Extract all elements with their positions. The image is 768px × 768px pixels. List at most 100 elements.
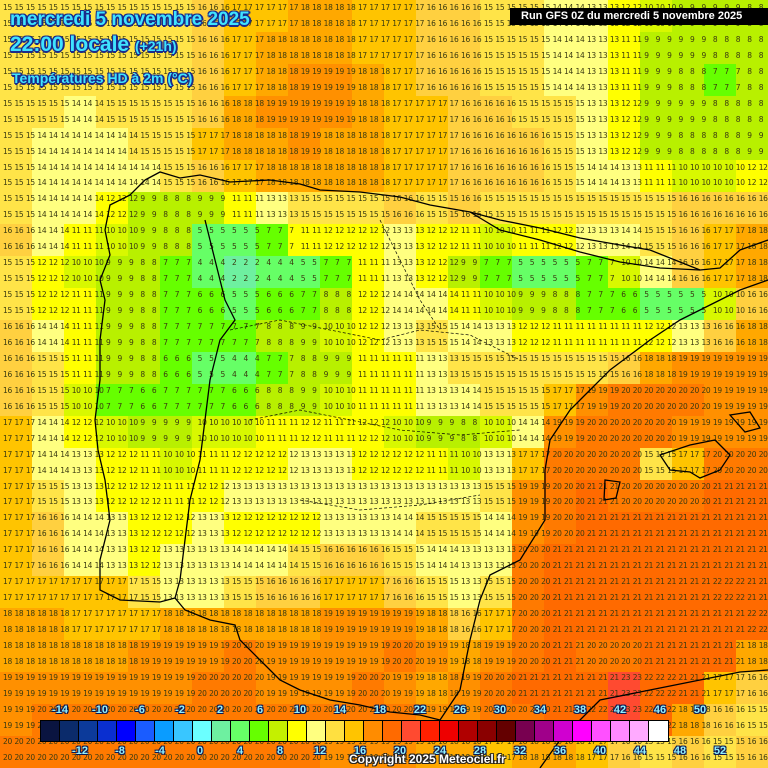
temperature-value: 8 <box>163 194 168 204</box>
temperature-value: 5 <box>312 258 317 268</box>
temperature-value: 17 <box>690 449 699 459</box>
temperature-value: 9 <box>117 369 123 379</box>
temperature-value: 18 <box>335 146 344 156</box>
temperature-value: 7 <box>186 274 191 284</box>
temperature-cell <box>64 192 96 224</box>
temperature-value: 19 <box>403 625 413 635</box>
temperature-value: 20 <box>690 481 699 491</box>
temperature-value: 20 <box>644 433 654 443</box>
temperature-value: 16 <box>48 529 58 539</box>
temperature-value: 12 <box>300 529 310 539</box>
temperature-value: 13 <box>392 226 402 236</box>
temperature-value: 17 <box>392 82 402 92</box>
temperature-cell <box>32 64 64 96</box>
legend-swatch <box>212 721 231 741</box>
temperature-value: 13 <box>609 114 619 124</box>
temperature-value: 17 <box>3 577 12 587</box>
temperature-value: 12 <box>60 274 70 284</box>
temperature-value: 7 <box>495 258 500 268</box>
temperature-value: 13 <box>461 481 470 491</box>
temperature-value: 13 <box>403 242 413 252</box>
temperature-value: 14 <box>94 130 104 140</box>
temperature-value: 17 <box>449 114 459 124</box>
temperature-value: 15 <box>598 353 608 363</box>
temperature-value: 11 <box>415 401 425 411</box>
temperature-value: 15 <box>335 194 344 204</box>
temperature-value: 10 <box>392 433 402 443</box>
legend-label-top: 46 <box>653 704 667 716</box>
temperature-value: 14 <box>60 242 70 252</box>
temperature-value: 15 <box>48 98 58 108</box>
temperature-value: 19 <box>380 609 390 619</box>
temperature-value: 8 <box>678 82 684 92</box>
temperature-value: 17 <box>369 3 379 12</box>
temperature-value: 11 <box>266 433 276 443</box>
temperature-value: 17 <box>369 593 379 603</box>
temperature-value: 14 <box>71 513 81 523</box>
temperature-value: 16 <box>472 50 482 60</box>
temperature-value: 19 <box>209 641 219 650</box>
temperature-value: 18 <box>3 656 12 666</box>
temperature-value: 14 <box>472 322 482 331</box>
temperature-value: 18 <box>438 672 448 682</box>
temperature-value: 14 <box>83 529 93 539</box>
temperature-value: 14 <box>518 433 528 443</box>
temperature-value: 21 <box>598 577 608 587</box>
temperature-value: 15 <box>518 114 528 124</box>
temperature-value: 14 <box>117 130 127 140</box>
temperature-value: 19 <box>541 481 551 491</box>
temperature-value: 21 <box>758 561 768 571</box>
temperature-value: 16 <box>312 577 322 587</box>
temperature-value: 7 <box>243 337 248 347</box>
temperature-value: 10 <box>506 226 516 236</box>
temperature-value: 14 <box>60 465 70 475</box>
temperature-value: 16 <box>266 577 276 587</box>
temperature-value: 21 <box>667 593 677 603</box>
temperature-value: 15 <box>472 529 482 539</box>
temperature-value: 10 <box>71 258 81 268</box>
temperature-value: 21 <box>667 545 677 555</box>
temperature-value: 14 <box>71 146 81 156</box>
temperature-value: 19 <box>117 672 127 682</box>
temperature-value: 13 <box>335 529 344 539</box>
temperature-value: 11 <box>83 290 93 300</box>
temperature-value: 6 <box>243 385 248 395</box>
temperature-value: 17 <box>3 545 12 555</box>
temperature-value: 20 <box>644 385 654 395</box>
temperature-value: 13 <box>300 481 310 491</box>
temperature-value: 10 <box>117 226 127 236</box>
temperature-value: 15 <box>541 369 551 379</box>
temperature-value: 19 <box>323 66 333 76</box>
temperature-value: 17 <box>701 465 711 475</box>
temperature-value: 15 <box>380 194 390 204</box>
temperature-value: 19 <box>735 401 745 411</box>
temperature-value: 15 <box>37 497 47 507</box>
temperature-value: 22 <box>712 593 722 603</box>
temperature-value: 20 <box>632 656 642 666</box>
temperature-value: 9 <box>300 337 306 347</box>
temperature-value: 19 <box>128 688 138 698</box>
temperature-value: 11 <box>243 210 253 220</box>
temperature-value: 15 <box>60 98 70 108</box>
temperature-value: 20 <box>609 449 619 459</box>
temperature-value: 16 <box>197 66 207 76</box>
temperature-value: 19 <box>678 369 688 379</box>
temperature-value: 14 <box>438 561 448 571</box>
temperature-value: 21 <box>678 625 688 635</box>
temperature-value: 17 <box>335 593 344 603</box>
temperature-cell <box>160 32 192 64</box>
temperature-value: 19 <box>106 688 115 698</box>
temperature-value: 19 <box>140 641 150 650</box>
temperature-value: 15 <box>495 481 505 491</box>
temperature-value: 13 <box>609 146 619 156</box>
temperature-value: 18 <box>277 625 287 635</box>
temperature-value: 8 <box>289 385 294 395</box>
temperature-value: 18 <box>277 34 287 44</box>
temperature-value: 18 <box>346 34 356 44</box>
temperature-value: 21 <box>564 704 573 714</box>
temperature-value: 13 <box>438 369 448 379</box>
legend-label-top: 22 <box>413 704 427 716</box>
temperature-value: 8 <box>461 417 466 427</box>
temperature-value: 15 <box>48 114 58 124</box>
temperature-value: 12 <box>243 529 253 539</box>
